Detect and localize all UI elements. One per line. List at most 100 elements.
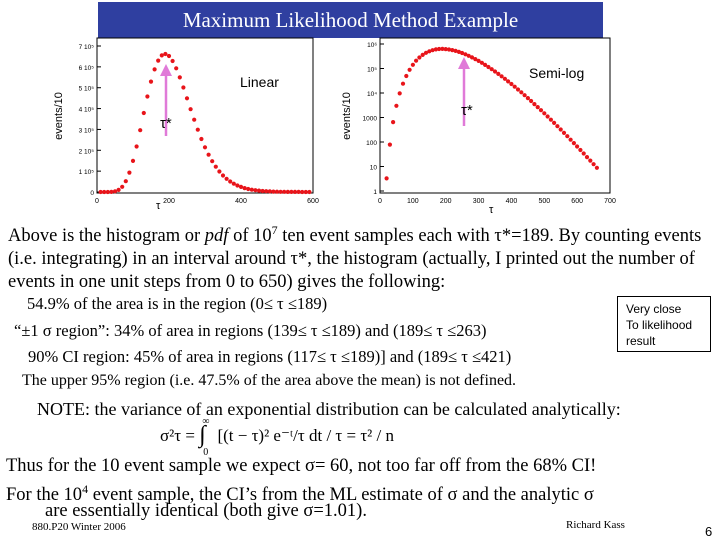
slide-title: Maximum Likelihood Method Example xyxy=(98,2,603,38)
semilog-data-point xyxy=(515,87,521,92)
semilog-xtick-label: 0 xyxy=(378,198,382,205)
linear-data-point xyxy=(267,189,272,194)
linear-ytick-label: 0 xyxy=(90,190,94,197)
semilog-data-point xyxy=(525,96,530,101)
semilog-data-point xyxy=(466,53,471,58)
linear-data-point xyxy=(235,183,240,188)
linear-data-point xyxy=(120,184,125,189)
semilog-data-point xyxy=(555,124,560,129)
linear-data-point xyxy=(278,189,283,194)
semilog-data-point xyxy=(509,81,514,87)
semilog-data-point xyxy=(417,55,422,60)
linear-data-point xyxy=(174,66,179,71)
linear-data-point xyxy=(138,128,143,133)
semilog-data-point xyxy=(571,141,576,146)
linear-data-point xyxy=(238,184,244,189)
semilog-data-point xyxy=(538,108,544,113)
result-line-1: 54.9% of the area is in the region (0≤ τ… xyxy=(27,294,328,313)
result-line-3: 90% CI region: 45% of area in regions (1… xyxy=(28,347,512,366)
linear-data-point xyxy=(289,189,294,194)
linear-data-point xyxy=(112,189,118,194)
linear-data-point xyxy=(228,179,233,184)
semilog-data-point xyxy=(420,52,425,57)
semilog-data-point xyxy=(414,58,419,63)
semilog-data-point xyxy=(584,155,590,160)
linear-data-point xyxy=(163,51,168,57)
linear-ytick-label: 4 10⁵ xyxy=(79,107,95,114)
linear-label: Linear xyxy=(240,74,279,90)
linear-data-point xyxy=(231,181,236,186)
linear-data-point xyxy=(292,189,298,194)
semilog-data-point xyxy=(450,48,455,53)
linear-ytick-label: 1 10⁵ xyxy=(79,169,95,176)
linear-data-point xyxy=(224,176,229,181)
semilog-data-point xyxy=(565,134,570,139)
linear-xtick-label: 400 xyxy=(235,198,247,205)
linear-ytick-label: 3 10⁵ xyxy=(79,127,95,134)
semilog-data-point xyxy=(463,52,468,57)
semilog-ytick-label: 10⁴ xyxy=(367,91,377,98)
semilog-data-point xyxy=(542,111,547,116)
semilog-ytick-label: 10⁶ xyxy=(367,42,377,49)
page-number: 6 xyxy=(705,524,713,539)
semilog-data-point xyxy=(400,81,406,86)
semilog-ytick-label: 10 xyxy=(370,165,378,172)
linear-data-point xyxy=(116,187,121,192)
semilog-data-point xyxy=(492,69,498,74)
semilog-data-point xyxy=(558,127,563,132)
linear-data-point xyxy=(296,189,301,194)
linear-data-point xyxy=(210,159,215,164)
linear-data-point xyxy=(206,152,211,157)
semilog-data-point xyxy=(430,48,435,53)
semilog-data-point xyxy=(394,103,399,108)
result-line-2: “±1 σ region”: 34% of area in regions (1… xyxy=(14,321,487,340)
semilog-data-point xyxy=(443,47,448,52)
result-line-4: The upper 95% region (i.e. 47.5% of the … xyxy=(22,372,517,389)
linear-data-point xyxy=(199,136,204,142)
semilog-xtick-label: 300 xyxy=(473,198,485,205)
linear-data-point xyxy=(156,58,161,63)
semilog-data-point xyxy=(410,62,415,67)
linear-data-point xyxy=(282,189,287,194)
semilog-data-point xyxy=(404,73,409,79)
semilog-data-point xyxy=(483,62,488,67)
linear-data-point xyxy=(170,58,175,64)
linear-ytick-label: 5 10⁵ xyxy=(79,86,95,93)
semilog-ytick-label: 1 xyxy=(373,189,377,196)
linear-tau-star: τ* xyxy=(160,115,172,132)
author-footer: Richard Kass xyxy=(566,519,625,531)
semilog-data-point xyxy=(532,102,537,107)
semilog-xtick-label: 100 xyxy=(407,198,419,205)
semilog-histogram-plot: 10⁶ 10⁵ 10⁴ 1000 100 10 1 0 100 200 300 400 500 600 7… xyxy=(341,37,616,216)
linear-data-point xyxy=(260,188,265,194)
semilog-data-point xyxy=(407,67,412,72)
semilog-data-point xyxy=(561,130,567,135)
semilog-tau-star: τ* xyxy=(461,102,473,119)
semilog-ytick-label: 10⁵ xyxy=(367,67,377,74)
linear-ytick-label: 7 10⁵ xyxy=(79,44,95,51)
semilog-data-point xyxy=(437,46,442,52)
linear-data-point xyxy=(246,186,251,192)
course-footer: 880.P20 Winter 2006 xyxy=(32,521,126,533)
linear-data-point xyxy=(307,189,312,195)
semilog-ylabel: events/10 xyxy=(341,92,353,140)
linear-ytick-label: 6 10⁵ xyxy=(79,65,95,72)
linear-data-point xyxy=(256,188,262,193)
semilog-data-point xyxy=(391,120,396,125)
linear-data-point xyxy=(109,189,114,194)
semilog-data-point xyxy=(440,46,445,51)
semilog-data-point xyxy=(594,165,599,170)
semilog-data-point xyxy=(433,47,438,52)
semilog-label: Semi-log xyxy=(529,65,584,81)
linear-ytick-label: 2 10⁵ xyxy=(79,148,95,155)
semilog-data-point xyxy=(581,151,586,156)
linear-data-point xyxy=(105,189,110,195)
semilog-data-point xyxy=(548,117,553,122)
semilog-data-point xyxy=(479,60,484,65)
linear-data-point xyxy=(127,170,132,175)
semilog-data-point xyxy=(427,49,432,54)
linear-data-point xyxy=(274,189,280,194)
linear-data-point xyxy=(181,85,186,90)
linear-data-point xyxy=(141,110,146,116)
semilog-data-point xyxy=(387,142,392,147)
